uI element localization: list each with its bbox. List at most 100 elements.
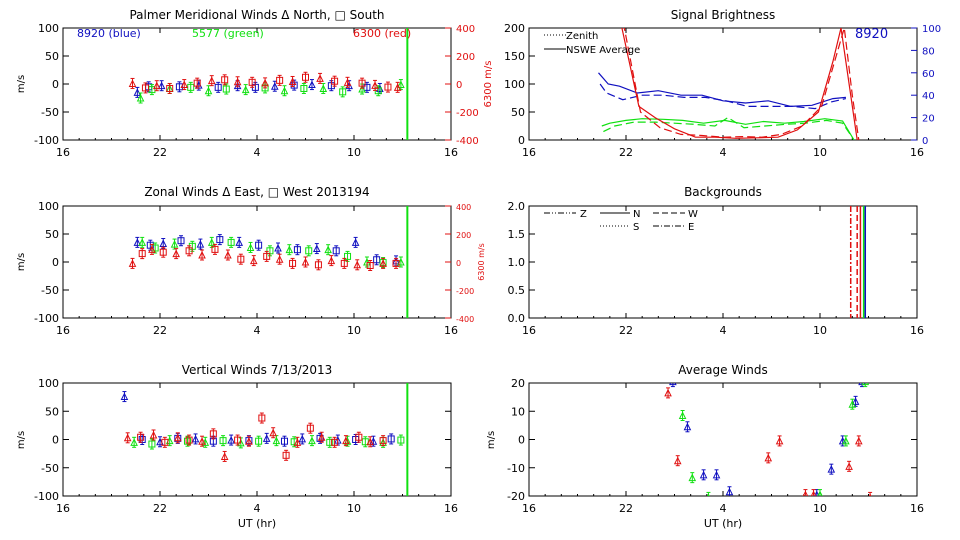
data-point-5577 <box>241 85 250 94</box>
data-point-6300 <box>234 436 242 444</box>
data-point-6300 <box>123 433 132 442</box>
data-point-5577 <box>148 440 156 448</box>
data-point-5577 <box>285 245 294 254</box>
data-point-8920 <box>332 247 340 255</box>
data-point-5577 <box>848 400 857 408</box>
panel-meridional: Palmer Meridional Winds Δ North, □ South… <box>16 8 494 159</box>
x-tick-label: 16 <box>522 502 536 515</box>
x-tick-label: 16 <box>444 146 458 159</box>
data-point-5577 <box>138 238 147 246</box>
y-tick-label: 0 <box>52 434 59 447</box>
y-tick-label: 150 <box>504 50 525 63</box>
ylabel-right-zonal: 6300 m/s <box>477 243 486 281</box>
data-point-6300 <box>152 81 161 90</box>
data-point-6300 <box>261 78 269 87</box>
data-point-8920 <box>159 239 168 248</box>
title-brightness: Signal Brightness <box>671 8 776 22</box>
series-line-8920-zenith <box>599 83 847 110</box>
data-point-8920 <box>175 83 183 91</box>
legend-w: W <box>688 209 698 220</box>
data-point-5577 <box>339 88 347 96</box>
data-point-5577 <box>246 243 255 251</box>
title-meridional: Palmer Meridional Winds Δ North, □ South <box>129 8 384 22</box>
data-point-6300 <box>379 437 387 445</box>
data-point-6300 <box>185 247 193 255</box>
x-tick-label: 22 <box>153 502 167 515</box>
y-tick-label: 200 <box>504 22 525 35</box>
x-tick-label: 22 <box>619 146 633 159</box>
series-line-5577-zenith <box>603 116 855 140</box>
data-point-5577 <box>319 84 328 92</box>
x-tick-label: 22 <box>153 146 167 159</box>
ylabel-meridional: m/s <box>16 75 27 93</box>
data-point-6300 <box>128 259 137 267</box>
y-right-tick-label: 20 <box>922 114 935 125</box>
data-point-6300 <box>355 433 363 441</box>
y-tick-label: 50 <box>45 228 59 241</box>
data-point-6300 <box>764 453 773 462</box>
data-point-8920 <box>387 435 395 443</box>
x-tick-label: 10 <box>813 502 827 515</box>
legend-n: N <box>633 209 640 220</box>
axes-meridional: 16 22 4 10 16 100 50 0 -50 -100 400 200 0 -200 -400 <box>34 22 479 159</box>
y-tick-label: 0.0 <box>508 312 526 325</box>
legend-6300-meridional: 6300 (red) <box>353 27 411 40</box>
data-point-6300 <box>159 248 167 256</box>
data-point-6300 <box>802 490 809 496</box>
xlabel-vertical: UT (hr) <box>238 517 276 530</box>
y-tick-label: 20 <box>511 377 525 390</box>
data-point-8920 <box>699 470 708 479</box>
x-tick-label: 22 <box>153 324 167 337</box>
data-point-6300 <box>664 388 672 397</box>
data-point-5577 <box>842 436 850 445</box>
data-point-6300 <box>343 78 352 86</box>
data-point-6300 <box>854 436 863 445</box>
data-point-6300 <box>358 79 366 87</box>
y-tick-label: -20 <box>507 490 525 503</box>
y-right-tick-label: -200 <box>456 287 474 296</box>
data-point-6300 <box>198 437 206 445</box>
data-point-6300 <box>138 250 146 258</box>
data-point-8920 <box>133 88 142 96</box>
panel-vertical: Vertical Winds 7/13/2013 16 22 4 10 16 100 50 0… <box>16 363 458 530</box>
x-tick-label: 16 <box>522 324 536 337</box>
data-point-8920 <box>120 392 129 401</box>
x-tick-label: 4 <box>720 324 727 337</box>
data-point-6300 <box>249 256 258 265</box>
data-point-5577 <box>130 438 138 446</box>
data-point-5577 <box>300 84 308 92</box>
y-tick-label: 1.0 <box>508 256 526 269</box>
x-tick-label: 10 <box>813 146 827 159</box>
data-point-6300 <box>211 245 219 253</box>
data-point-8920 <box>233 81 242 90</box>
data-point-5577 <box>358 84 366 93</box>
y-tick-label: 0 <box>52 256 59 269</box>
data-point-6300 <box>316 74 324 82</box>
data-point-8920 <box>214 83 222 91</box>
x-tick-label: 16 <box>56 502 70 515</box>
data-point-6300 <box>263 252 271 260</box>
y-right-tick-label: 0 <box>922 136 928 147</box>
plot-area <box>849 206 867 318</box>
data-point-5577 <box>187 83 195 91</box>
y-right-tick-label: -200 <box>456 108 479 119</box>
data-point-5577 <box>272 436 281 445</box>
label-8920-brightness: 8920 <box>855 27 888 42</box>
y-right-tick-label: 80 <box>922 46 935 57</box>
data-point-6300 <box>245 437 253 445</box>
data-point-5577 <box>170 239 179 248</box>
data-point-5577 <box>688 473 697 482</box>
panel-backgrounds: Backgrounds 16 22 4 10 16 2.0 1.5 1.0 0.5 0.0 Z N… <box>508 185 925 337</box>
data-point-8920 <box>196 239 205 248</box>
data-point-5577 <box>207 238 216 246</box>
y-tick-label: -50 <box>41 462 59 475</box>
data-point-8920 <box>191 434 200 443</box>
series-line-8920-nswe <box>598 72 846 108</box>
axes-average: 16 22 4 10 16 20 10 0 -10 -20 <box>507 377 924 515</box>
data-point-6300 <box>173 433 182 442</box>
legend-z: Z <box>580 209 587 220</box>
data-point-8920 <box>274 243 282 252</box>
data-point-6300 <box>384 83 392 91</box>
data-point-6300 <box>845 462 853 470</box>
